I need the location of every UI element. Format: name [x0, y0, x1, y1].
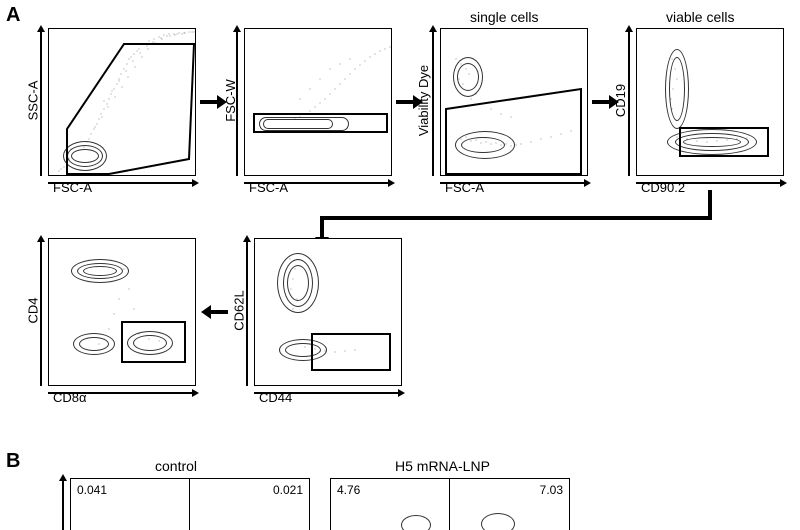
y-label: CD62L: [232, 290, 247, 330]
flow-arrow: [592, 100, 610, 104]
plot-viability: single cells Viability Dy: [440, 28, 588, 176]
plot-title: viable cells: [666, 9, 734, 25]
x-label: FSC-A: [445, 180, 484, 195]
y-label: CD4: [26, 297, 41, 323]
y-arrow: [62, 480, 64, 530]
x-label: FSC-A: [249, 180, 288, 195]
gate-4: [679, 127, 769, 157]
plot-title: single cells: [470, 9, 538, 25]
gate-2: [253, 113, 388, 133]
panelb-control-plot: 0.041 0.021: [70, 478, 310, 530]
y-label: SSC-A: [25, 81, 40, 121]
gate-6: [311, 333, 391, 371]
plot-cd19-cd90: viable cells CD19 CD90.2: [636, 28, 784, 176]
y-arrow: [628, 31, 630, 176]
y-arrow: [432, 31, 434, 176]
gate-5: [121, 321, 186, 363]
y-label: CD19: [613, 84, 628, 117]
x-label: CD44: [259, 390, 292, 405]
plot-fscw-fsca: FSC-W FSC-A: [244, 28, 392, 176]
flow-arrow: [320, 216, 324, 238]
y-label: Viability Dye: [416, 65, 431, 136]
scatter-5: [49, 239, 196, 386]
panelb-right-title: H5 mRNA-LNP: [395, 458, 490, 474]
quad-q2: 0.021: [273, 483, 303, 497]
plot-cd62l-cd44: CD62L CD44: [254, 238, 402, 386]
flow-arrow: [210, 310, 228, 314]
x-label: FSC-A: [53, 180, 92, 195]
panelb-h5-plot: 4.76 7.03: [330, 478, 570, 530]
gate-1: [49, 29, 196, 176]
quad-q1: 0.041: [77, 483, 107, 497]
quad-q2: 7.03: [540, 483, 563, 497]
panel-a-label: A: [6, 4, 20, 27]
scatter-2: [245, 29, 392, 176]
y-label: FSC-W: [223, 79, 238, 122]
plot-cd4-cd8: CD4 CD8α: [48, 238, 196, 386]
x-label: CD90.2: [641, 180, 685, 195]
quad-q1: 4.76: [337, 483, 360, 497]
panel-b-label: B: [6, 450, 20, 473]
x-label: CD8α: [53, 390, 87, 405]
flow-arrow: [396, 100, 414, 104]
plot-ssc-fsc: SSC-A FSC-A: [48, 28, 196, 176]
flow-arrow: [200, 100, 218, 104]
flow-arrow: [320, 216, 712, 220]
gate-3: [441, 29, 588, 176]
panelb-left-title: control: [155, 458, 197, 474]
